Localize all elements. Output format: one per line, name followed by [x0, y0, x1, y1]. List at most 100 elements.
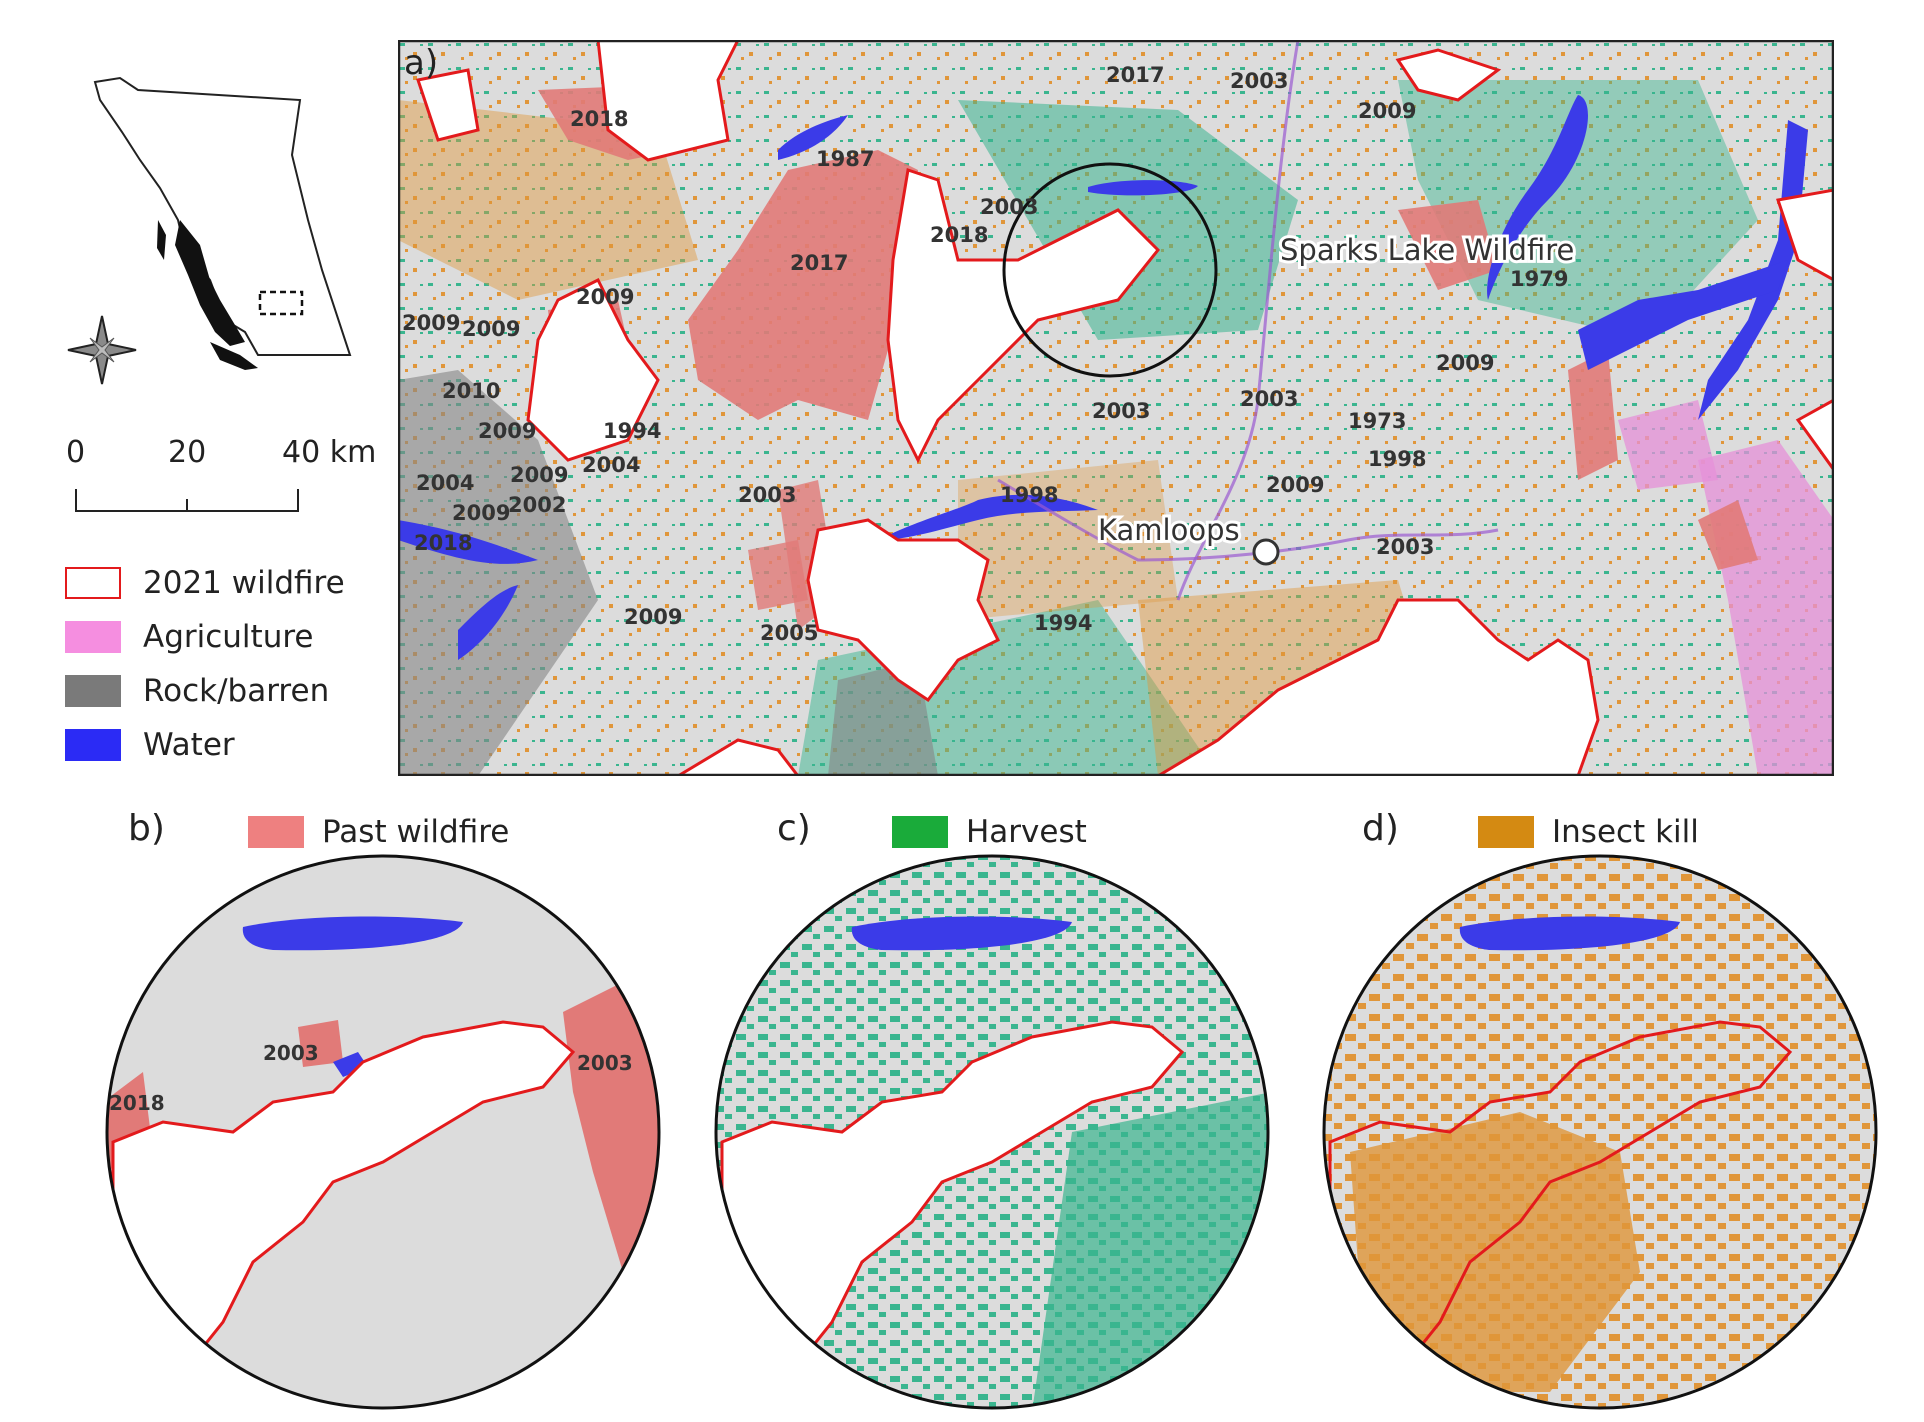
fire-year-label: 1979: [1510, 267, 1568, 291]
fire-year-label: 2009: [1266, 473, 1324, 497]
past-wildfire-patch: [298, 1020, 343, 1067]
wildfire-2021-outline: [1776, 188, 1834, 282]
year-label: 2003: [577, 1051, 633, 1075]
legend-swatch: [248, 816, 304, 848]
coastal-islands: [175, 220, 245, 346]
fire-year-label: 2018: [414, 531, 472, 555]
fire-year-label: 1998: [1000, 483, 1058, 507]
fire-year-labels: 2017 2003 2009 2018 1987 2003 2018 2017 1979 2009…: [402, 63, 1568, 645]
legend-label: Rock/barren: [143, 673, 330, 709]
scale-bar: 0 20 40 km: [60, 435, 390, 535]
zoom-panel-past-wildfire: 2003 2003 2018: [105, 854, 661, 1410]
wildfire-2021-outline: [806, 518, 1001, 703]
island-north: [157, 220, 166, 260]
harvest-region: [1398, 80, 1758, 340]
legend-label: Agriculture: [143, 619, 314, 655]
past-wildfire-1998: [1698, 500, 1758, 570]
past-wildfire-2003-east: [1398, 200, 1498, 290]
map-frame: [398, 40, 1834, 776]
fire-year-label: 2018: [930, 223, 988, 247]
legend-label: 2021 wildfire: [143, 565, 345, 601]
map-panel-a: a) Sparks Lake Wildfire Sparks Lake Wild…: [398, 40, 1834, 776]
pond: [333, 1052, 368, 1077]
fire-year-label: 2003: [1092, 399, 1150, 423]
wildfire-2021-outline: [526, 277, 660, 462]
lake: [1459, 916, 1680, 951]
fire-year-label: 2009: [510, 463, 568, 487]
fire-year-label: 2003: [1230, 69, 1288, 93]
water-lake: [778, 115, 848, 160]
panel-label-c: c): [777, 808, 811, 849]
province-outline: [93, 76, 352, 356]
legend-swatch: [65, 567, 121, 599]
fire-year-label: 1973: [1348, 409, 1406, 433]
legend-label: Water: [143, 727, 235, 763]
wildfire-2021-outline: [1795, 398, 1834, 473]
panel-label-d: d): [1362, 808, 1399, 849]
fire-year-label: 2017: [1106, 63, 1164, 87]
sparks-lake-label: Sparks Lake Wildfire: [1280, 233, 1574, 267]
past-wildfire-2003-south: [748, 540, 808, 610]
fire-year-label: 2009: [1358, 99, 1416, 123]
agriculture-region: [1618, 400, 1718, 490]
legend-item-harvest: Harvest: [892, 812, 1152, 852]
fire-year-label: 1994: [603, 419, 661, 443]
fire-year-label: 1987: [816, 147, 874, 171]
kamloops-label: Kamloops: [1098, 513, 1240, 547]
province-inset-map: [67, 76, 352, 385]
past-wildfire-1987: [688, 150, 918, 420]
fire-year-label: 2003: [980, 195, 1038, 219]
wildfire-2021-outline: [596, 40, 740, 162]
fire-year-label: 2002: [508, 493, 566, 517]
scale-bar-line: [75, 489, 299, 512]
legend-item-past-wildfire: Past wildfire: [248, 812, 548, 852]
map-legend: 2021 wildfire Agriculture Rock/barren Wa…: [65, 555, 405, 775]
kamloops-label: Kamloops: [1098, 513, 1240, 547]
fire-year-label: 2009: [402, 311, 460, 335]
rock-barren-region: [398, 370, 598, 776]
fire-year-label: 2004: [582, 453, 640, 477]
legend-swatch: [65, 621, 121, 653]
legend-label: Harvest: [966, 814, 1087, 850]
fire-year-label: 2009: [1436, 351, 1494, 375]
sparks-lake-focus-circle: [1002, 162, 1218, 378]
legend-swatch: [65, 675, 121, 707]
insect-kill-region: [1350, 1112, 1640, 1392]
sparks-lake-label: Sparks Lake Wildfire: [1280, 233, 1574, 267]
legend-swatch: [892, 816, 948, 848]
fire-year-label: 2003: [1240, 387, 1298, 411]
legend-label: Past wildfire: [322, 814, 510, 850]
island-vancouver: [210, 342, 258, 370]
zoom-panel-harvest: [714, 854, 1270, 1410]
wildfire-2021-outline: [886, 168, 1161, 464]
wildfire-2021-outline: [1395, 48, 1502, 102]
past-wildfire-patch: [563, 982, 659, 1272]
legend-item-agriculture: Agriculture: [65, 619, 405, 655]
fire-year-label: 2009: [576, 285, 634, 309]
fire-year-label: 2018: [570, 107, 628, 131]
fire-year-label: 2009: [478, 419, 536, 443]
fire-year-label: 2010: [442, 379, 500, 403]
fire-year-label: 2003: [1376, 535, 1434, 559]
fire-year-label: 2005: [760, 621, 818, 645]
north-arrow-icon: [67, 315, 137, 385]
legend-item-water: Water: [65, 727, 405, 763]
study-area-box: [258, 290, 304, 316]
panel-label-a: a): [404, 43, 438, 83]
lake: [851, 916, 1072, 951]
scale-tick-20: 20: [168, 435, 207, 470]
legend-label: Insect kill: [1552, 814, 1699, 850]
fire-year-label: 2009: [462, 317, 520, 341]
scale-tick-0: 0: [66, 435, 86, 470]
panel-label-b: b): [128, 808, 165, 849]
water-lake: [1487, 95, 1588, 300]
water-river: [458, 585, 518, 660]
past-wildfire-2003-right: [1568, 350, 1618, 480]
water-lake: [1578, 260, 1788, 370]
fire-year-label: 2004: [416, 471, 474, 495]
fire-year-label: 2017: [790, 251, 848, 275]
legend-swatch: [65, 729, 121, 761]
year-label: 2018: [109, 1091, 165, 1115]
water-lake: [1698, 120, 1808, 420]
scale-tick-40: 40 km: [282, 435, 377, 470]
